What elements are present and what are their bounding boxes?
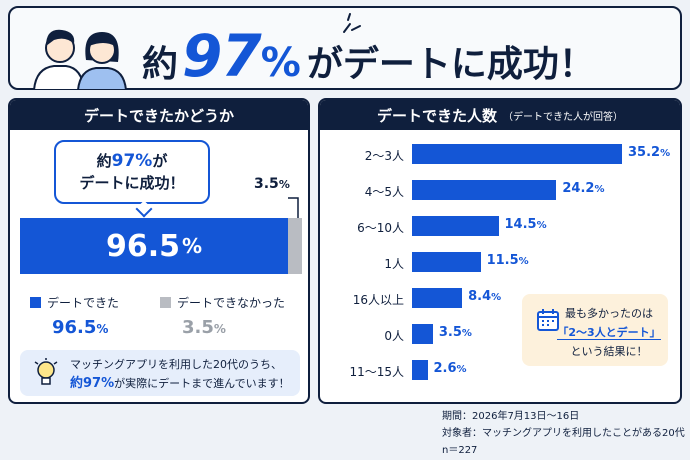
category-label: 2〜3人 [364,149,404,163]
bar-segment-success: 96.5% [20,218,289,274]
note-line-2: 約97%が実際にデートまで進んでいます！ [70,374,300,393]
survey-target: 対象者：マッチングアプリを利用したことがある20代 [442,428,685,439]
legend-value: 96.5% [52,317,109,338]
major-value: 96.5 [106,228,181,264]
calendar-icon [537,309,559,331]
data-label: 2.6% [433,361,467,376]
legend-item-success: デートできた 96.5% [30,294,119,338]
bar [412,144,622,164]
horizontal-bar-chart: 2〜3人 35.2% 4〜5人 24.2% 6〜10人 14.5% 1人 11.5% 16人以上… [320,130,680,402]
bar [412,252,481,272]
minor-share-label: 3.5% [254,176,290,192]
bubble-prefix: 約 [96,152,112,170]
note-highlight: 約97% [70,376,115,391]
legend-label: デートできなかった [177,296,286,310]
bar [412,324,433,344]
callout-line-1: 最も多かったのは [565,307,653,320]
bubble-line-1: 約97%が [56,150,208,172]
bar [412,180,557,200]
minor-unit: % [278,178,290,191]
bar [412,360,428,380]
major-unit: % [182,234,203,258]
legend-label: デートできた [47,296,120,310]
headline-prefix: 約 [142,44,179,85]
data-label: 35.2% [628,145,671,160]
couple-illustration [32,29,128,90]
panel-title: デートできた人数 （デートできた人が回答） [320,100,680,130]
callout-line-3: という結果に！ [570,345,648,358]
data-label: 24.2% [562,181,605,196]
legend-swatch [30,297,41,308]
title-banner: 約 97 % がデートに成功！ [8,6,682,90]
headline-suffix: がデートに成功！ [306,44,595,85]
bar [412,288,463,308]
category-label: 0人 [384,329,404,343]
legend-value: 3.5% [182,317,226,338]
category-label: 6〜10人 [357,221,404,235]
bubble-number: 97% [111,151,153,171]
headline: 約 97 % がデートに成功！ [142,22,595,90]
legend-item-failure: デートできなかった 3.5% [160,294,285,338]
bar [412,216,499,236]
survey-period: 期間：2026年7月13日〜16日 [442,411,580,422]
note-rest: が実際にデートまで進んでいます！ [114,377,290,390]
survey-footer: 期間：2026年7月13日〜16日 対象者：マッチングアプリを利用したことがある… [442,408,685,459]
category-label: 11〜15人 [349,365,404,379]
minor-value: 3.5 [254,176,279,192]
panel-title-text: デートできた人数 [376,106,497,125]
category-label: 16人以上 [352,293,404,307]
data-label: 14.5% [504,217,547,232]
legend-swatch [160,297,171,308]
callout-line-2: 「2〜3人とデート」 [557,326,661,340]
bubble-line-2: デートに成功！ [79,174,185,192]
sparkle-icon [343,13,361,33]
headline-percent: % [260,40,301,86]
bubble-suffix: が [152,152,168,170]
data-label: 3.5% [438,325,472,340]
note-line-1: マッチングアプリを利用した20代のうち、 [70,358,282,371]
headline-number: 97 [182,22,262,90]
lightbulb-icon [34,358,58,385]
speech-bubble: 約97%が デートに成功！ [54,140,210,204]
data-label: 11.5% [486,253,529,268]
panel-title: デートできたかどうか [10,100,308,130]
insight-note: マッチングアプリを利用した20代のうち、 約97%が実際にデートまで進んでいます… [20,350,300,396]
date-success-panel: デートできたかどうか 約97%が デートに成功！ 3.5% 96.5% デートで… [8,98,310,404]
date-count-panel: デートできた人数 （デートできた人が回答） 2〜3人 35.2% 4〜5人 24.2% 6… [318,98,682,404]
minor-leader-line [288,197,299,218]
data-label: 8.4% [468,289,502,304]
category-label: 4〜5人 [364,185,404,199]
stacked-share-bar: 96.5% [20,218,302,274]
panel-subtitle: （デートできた人が回答） [503,111,623,123]
result-callout: 最も多かったのは 「2〜3人とデート」 という結果に！ [522,294,668,366]
category-label: 1人 [384,257,404,271]
survey-sample: n＝227 [442,445,478,456]
